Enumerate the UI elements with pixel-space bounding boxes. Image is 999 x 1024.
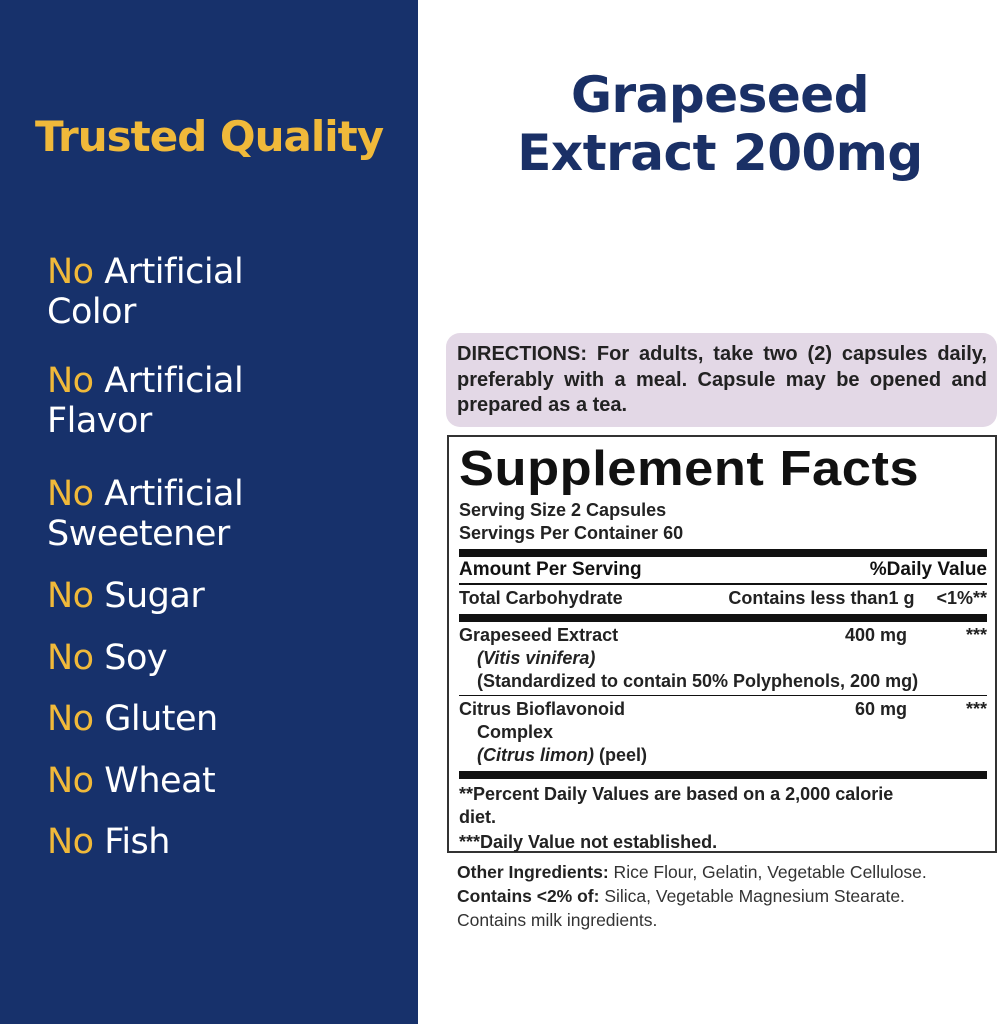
claim-no: No	[47, 576, 94, 616]
claim-text: Artificial	[104, 252, 244, 292]
claim-no-fish: No Fish	[47, 822, 170, 862]
row-dv: ***	[965, 699, 987, 719]
claim-no-soy: No Soy	[47, 638, 168, 678]
claim-text: Wheat	[104, 761, 216, 801]
claim-text: Artificial	[104, 474, 244, 514]
claim-no: No	[47, 638, 94, 678]
row-sub: (Vitis vinifera)	[477, 648, 596, 668]
divider	[459, 614, 987, 622]
row-name: Grapeseed Extract	[459, 625, 619, 645]
claim-no-sugar: No Sugar	[47, 576, 205, 616]
claim-no: No	[47, 699, 94, 739]
row-sub: (peel)	[594, 745, 648, 765]
other-text: Rice Flour, Gelatin, Vegetable Cellulose…	[608, 862, 927, 882]
claim-text: Soy	[104, 638, 168, 678]
header-daily-value: %Daily Value	[869, 559, 987, 580]
claim-no: No	[47, 252, 94, 292]
row-dv: ***	[965, 625, 987, 645]
contains-text: Silica, Vegetable Magnesium Stearate.	[599, 886, 905, 906]
milk-note: Contains milk ingredients.	[457, 910, 658, 930]
header-amount: Amount Per Serving	[459, 559, 642, 580]
claim-text: Gluten	[104, 699, 218, 739]
claim-no-wheat: No Wheat	[47, 761, 216, 801]
row-dv: <1%**	[936, 588, 987, 608]
divider	[459, 549, 987, 557]
servings-per-container: Servings Per Container 60	[459, 523, 684, 543]
product-title: Grapeseed Extract 200mg	[450, 66, 990, 182]
row-amount: Contains less than1 g	[728, 588, 915, 608]
row-name: Total Carbohydrate	[459, 588, 623, 608]
title-line-2: Extract 200mg	[517, 124, 923, 182]
divider	[459, 583, 987, 585]
row-amount: 400 mg	[844, 625, 907, 645]
serving-size: Serving Size 2 Capsules	[459, 500, 667, 520]
claim-text: Fish	[104, 822, 170, 862]
claim-text: Sweetener	[47, 514, 230, 554]
claims-panel: Trusted Quality No Artificial Color No Ar…	[0, 0, 418, 1024]
claim-text: Artificial	[104, 361, 244, 401]
claim-no-gluten: No Gluten	[47, 699, 218, 739]
row-sub: (Standardized to contain 50% Polyphenols…	[477, 671, 919, 691]
row-sub: Complex	[477, 722, 554, 742]
divider	[459, 771, 987, 779]
row-amount: 60 mg	[854, 699, 907, 719]
claim-no: No	[47, 822, 94, 862]
divider	[459, 695, 987, 696]
claim-text: Color	[47, 292, 136, 332]
title-line-1: Grapeseed	[570, 66, 870, 124]
row-name: Citrus Bioflavonoid	[459, 699, 625, 719]
facts-title: Supplement Facts	[459, 442, 920, 496]
directions-box: DIRECTIONS: For adults, take two (2) cap…	[446, 333, 997, 427]
row-sub: (Citrus limon)	[477, 745, 594, 765]
claim-no: No	[47, 474, 94, 514]
claim-text: Flavor	[47, 401, 152, 441]
facts-row: Grapeseed Extract 400 mg *** (Vitis vinife…	[459, 622, 987, 695]
trusted-quality-heading: Trusted Quality	[35, 112, 384, 161]
facts-header: Amount Per Serving %Daily Value	[459, 557, 987, 583]
footnote-not-established: ***Daily Value not established.	[459, 832, 718, 852]
facts-row: Citrus Bioflavonoid 60 mg *** Complex (Cit…	[459, 696, 987, 769]
contains-label: Contains <2% of:	[457, 886, 600, 906]
claim-no: No	[47, 361, 94, 401]
claim-no: No	[47, 761, 94, 801]
claim-text: Sugar	[104, 576, 205, 616]
facts-row: Total Carbohydrate Contains less than1 g <…	[459, 585, 987, 612]
claim-no-artificial-sweetener: No Artificial Sweetener	[47, 474, 244, 554]
claim-no-artificial-flavor: No Artificial Flavor	[47, 361, 244, 441]
claim-no-artificial-color: No Artificial Color	[47, 252, 244, 332]
other-label: Other Ingredients:	[457, 862, 609, 882]
other-ingredients: Other Ingredients: Rice Flour, Gelatin, …	[457, 860, 927, 932]
footnote-daily-values: **Percent Daily Values are based on a 2,…	[459, 784, 894, 827]
supplement-facts-panel: Supplement Facts Serving Size 2 Capsules…	[447, 435, 997, 853]
